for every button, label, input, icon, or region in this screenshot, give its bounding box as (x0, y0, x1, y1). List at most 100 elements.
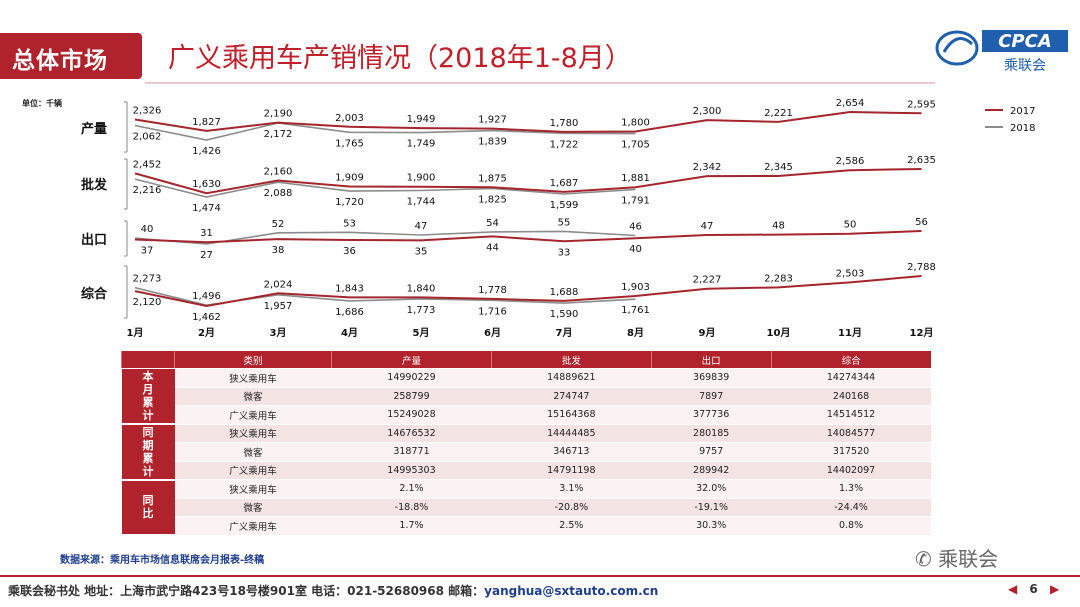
data-label-2017: 38 (272, 245, 285, 256)
data-label-2017: 2,452 (133, 159, 162, 170)
header-cell: 出口 (650, 351, 772, 369)
wechat-icon: ✆ (915, 547, 932, 571)
data-label-2017: 2,160 (264, 166, 293, 177)
data-label-2017: 1,927 (478, 115, 507, 126)
data-label-2018: 1,705 (621, 140, 650, 151)
table-cell: 280185 (651, 424, 772, 443)
data-label-2017: 2,345 (764, 162, 793, 173)
data-label-2017: 1,900 (407, 173, 436, 184)
table-cell: 258799 (331, 387, 492, 406)
section-tag: 总体市场 (0, 33, 142, 79)
data-label-2017: 1,875 (478, 173, 507, 184)
table-cell: 14274344 (771, 368, 931, 388)
month-tick-label: 7月 (556, 327, 573, 339)
legend-2017-label: 2017 (1010, 106, 1035, 117)
data-label-2018: 55 (558, 217, 571, 228)
data-label-2017: 2,227 (693, 275, 722, 286)
table-cell: 14514512 (771, 405, 931, 425)
data-label-2017: 2,635 (907, 155, 936, 166)
table-cell: 318771 (331, 442, 492, 462)
table-row: 本月累计狭义乘用车 14990229 14889621 369839 14274344 (121, 368, 931, 425)
header-cell (121, 351, 175, 369)
table-cell: 14084577 (771, 424, 931, 443)
month-tick-label: 3月 (270, 327, 287, 339)
data-label-2017: 2,503 (836, 268, 865, 279)
data-label-2017: 2,024 (264, 279, 293, 290)
data-label-2017: 48 (772, 221, 785, 232)
data-label-2018: 40 (141, 224, 154, 235)
legend-2018-label: 2018 (1010, 123, 1035, 134)
data-label-2018: 1,716 (478, 306, 507, 317)
table-cell: 15164368 (491, 405, 652, 425)
data-label-2018: 46 (629, 221, 642, 232)
logo-sub: 乘联会 (1004, 58, 1046, 74)
data-label-2018: 52 (272, 219, 285, 230)
header-cell: 综合 (770, 351, 931, 369)
table-cell: 30.3% (651, 516, 772, 536)
series-2017-line (134, 275, 922, 308)
data-label-2017: 2,654 (836, 98, 865, 109)
table-cell: 14791198 (491, 461, 652, 480)
unit-label: 单位：千辆 (22, 99, 62, 108)
data-label-2017: 1,630 (192, 179, 221, 190)
table-cell: 广义乘用车 (174, 405, 332, 425)
series-2017-line (134, 110, 922, 133)
month-tick-label: 6月 (484, 327, 501, 339)
series-2018-line (134, 122, 636, 141)
next-page-icon[interactable]: ▶ (1049, 582, 1060, 596)
data-label-2018: 1,839 (478, 137, 507, 148)
data-label-2018: 1,599 (550, 200, 579, 211)
page-number: 6 (1029, 582, 1038, 596)
table-header-row: 类别 产量 批发 出口 综合 (121, 351, 931, 369)
data-label-2017: 1,843 (335, 283, 364, 294)
data-label-2017: 1,903 (621, 282, 650, 293)
table-cell: 狭义乘用车 (174, 479, 332, 499)
data-label-2017: 2,788 (907, 262, 936, 273)
data-label-2017: 1,687 (550, 178, 579, 189)
table-cell: 14444485 (491, 424, 652, 443)
group-label: 本月累计 (121, 368, 175, 425)
table-cell: 0.8% (771, 516, 931, 536)
data-label-2018: 2,172 (264, 129, 293, 140)
table-row: 广义乘用车 14995303 14791198 289942 14402097 (122, 461, 931, 480)
data-label-2017: 1,881 (621, 173, 650, 184)
table-cell: 346713 (491, 442, 652, 462)
table-cell: 2.5% (491, 516, 652, 536)
month-tick-label: 4月 (341, 327, 358, 339)
cpca-logo: CPCA 乘联会 (935, 30, 1068, 74)
table-row: 微客 258799 274747 7897 240168 (122, 387, 931, 406)
logo-text: CPCA (998, 31, 1052, 52)
table-cell: 1.3% (771, 479, 931, 499)
data-label-2018: 1,791 (621, 195, 650, 206)
series-2017-line (134, 168, 922, 195)
table-row: 广义乘用车 1.7% 2.5% 30.3% 0.8% (122, 516, 931, 536)
panel-label: 批发 (81, 177, 108, 193)
data-label-2017: 2,326 (133, 105, 162, 116)
data-label-2017: 47 (701, 221, 714, 232)
prev-page-icon[interactable]: ◀ (1008, 582, 1018, 596)
data-label-2018: 1,722 (550, 139, 579, 150)
pager: ◀ 6 ▶ (1008, 582, 1059, 596)
data-label-2018: 47 (415, 221, 428, 232)
data-label-2017: 31 (200, 228, 213, 239)
data-label-2018: 1,496 (192, 291, 221, 302)
data-label-2018: 27 (200, 250, 213, 261)
data-label-2017: 37 (141, 246, 154, 257)
data-label-2017: 56 (915, 217, 928, 228)
table-cell: 317520 (771, 442, 931, 462)
table-cell: 狭义乘用车 (174, 424, 332, 443)
table-cell: 1.7% (331, 516, 492, 536)
data-label-2018: 2,062 (133, 131, 162, 142)
data-label-2017: 2,300 (693, 106, 722, 117)
data-label-2018: 2,088 (264, 188, 293, 199)
month-tick-label: 12月 (910, 327, 934, 339)
table-cell: 14995303 (331, 461, 492, 480)
data-label-2017: 2,586 (836, 156, 865, 167)
series-2018-line (134, 178, 636, 198)
table-row: 同比狭义乘用车 2.1% 3.1% 32.0% 1.3% (121, 479, 931, 536)
month-tick-label: 10月 (767, 327, 791, 339)
table-row: 微客 318771 346713 9757 317520 (122, 442, 931, 462)
table-cell: -18.8% (331, 498, 492, 517)
panel-label: 出口 (81, 232, 107, 248)
table-cell: 微客 (174, 498, 332, 517)
